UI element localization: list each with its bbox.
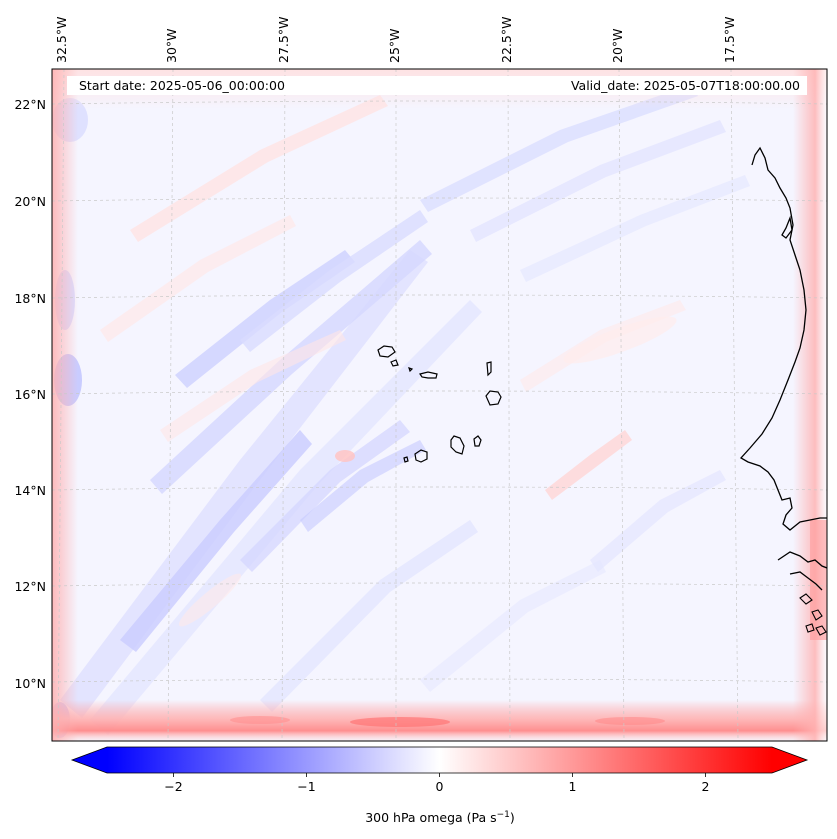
lat-label-22n: 22°N bbox=[14, 97, 46, 112]
date-header-band bbox=[67, 76, 807, 95]
island-santiago bbox=[450, 435, 465, 455]
colorbar-tick-label: −1 bbox=[297, 779, 315, 794]
island-brava bbox=[403, 456, 409, 463]
valid-date-label: Valid_date: 2025-05-07T18:00:00.00 bbox=[571, 78, 800, 93]
lat-label-16n: 16°N bbox=[14, 387, 46, 402]
island-sao-vicente bbox=[390, 359, 399, 367]
colorbar-title: 300 hPa omega (Pa s−1) bbox=[365, 810, 515, 825]
colorbar-tick-label: −2 bbox=[164, 779, 182, 794]
lon-label-25w: 25°W bbox=[387, 28, 402, 63]
longitude-labels: 32.5°W 30°W 27.5°W 25°W 22.5°W 20°W 17.5… bbox=[54, 17, 737, 63]
map-panel: Start date: 2025-05-06_00:00:00 Valid_da… bbox=[51, 68, 828, 742]
lat-label-12n: 12°N bbox=[14, 579, 46, 594]
lon-label-30w: 30°W bbox=[164, 28, 179, 63]
lat-label-20n: 20°N bbox=[14, 194, 46, 209]
lat-label-14n: 14°N bbox=[14, 483, 46, 498]
colorbar-high-extension bbox=[772, 747, 807, 773]
island-sao-nicolau bbox=[419, 371, 438, 379]
island-sal bbox=[486, 361, 492, 377]
colorbar-tick-label: 1 bbox=[569, 779, 577, 794]
lon-label-17-5w: 17.5°W bbox=[722, 17, 737, 63]
colorbar-title-close: ) bbox=[510, 810, 515, 825]
lat-label-10n: 10°N bbox=[14, 676, 46, 691]
graticule bbox=[52, 69, 827, 741]
colorbar-low-extension bbox=[72, 747, 107, 773]
colorbar-tick-label: 2 bbox=[702, 779, 710, 794]
island-fogo bbox=[414, 449, 428, 463]
colorbar: −2 −1 0 1 2 300 hPa omega (Pa s−1) bbox=[70, 746, 809, 825]
omega-field bbox=[52, 69, 827, 741]
island-santa-luzia bbox=[408, 367, 414, 373]
coastline bbox=[739, 146, 827, 591]
map-frame bbox=[51, 68, 828, 742]
island-boa-vista bbox=[485, 390, 502, 406]
lon-label-32-5w: 32.5°W bbox=[54, 17, 69, 63]
bijagos-islands bbox=[799, 593, 827, 636]
colorbar-tick-label: 0 bbox=[436, 779, 444, 794]
lon-label-27-5w: 27.5°W bbox=[276, 17, 291, 63]
lat-label-18n: 18°N bbox=[14, 291, 46, 306]
colorbar-title-main: 300 hPa omega (Pa s bbox=[365, 810, 496, 825]
start-date-label: Start date: 2025-05-06_00:00:00 bbox=[79, 78, 285, 93]
island-maio bbox=[473, 435, 482, 447]
island-santo-antao bbox=[377, 345, 396, 358]
lon-label-22-5w: 22.5°W bbox=[499, 17, 514, 63]
cabo-verde-islands bbox=[377, 345, 502, 463]
colorbar-title-exponent: −1 bbox=[497, 810, 510, 820]
latitude-labels: 22°N 20°N 18°N 16°N 14°N 12°N 10°N bbox=[14, 97, 46, 691]
lon-label-20w: 20°W bbox=[610, 28, 625, 63]
colorbar-gradient bbox=[107, 747, 772, 773]
colorbar-ticks: −2 −1 0 1 2 bbox=[164, 773, 709, 794]
colorbar-outline bbox=[70, 746, 809, 774]
